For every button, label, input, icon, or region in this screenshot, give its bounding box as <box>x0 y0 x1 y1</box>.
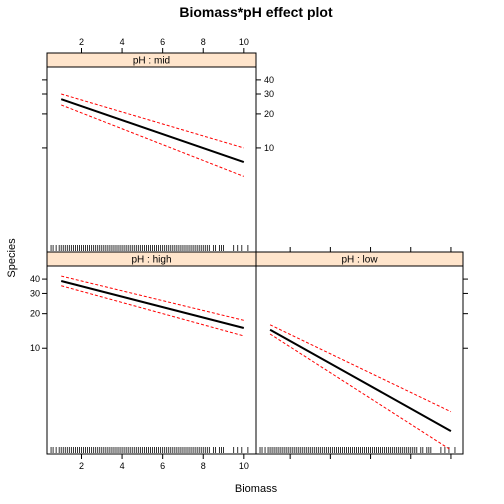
x-tick-label: 6 <box>160 37 165 47</box>
panel-frame <box>46 251 257 455</box>
y-tick-label: 10 <box>30 343 40 353</box>
upper-ci-line <box>61 275 244 321</box>
x-tick-label: 2 <box>79 37 84 47</box>
panel-frame <box>46 52 257 253</box>
right-y-axis-mid: 10 20 30 40 <box>256 75 274 153</box>
x-tick-label: 6 <box>160 461 165 471</box>
x-tick-label: 4 <box>120 461 125 471</box>
panel-2: pH : high <box>46 251 257 455</box>
left-y-axis-high: 10 20 30 40 <box>30 274 47 353</box>
y-tick-label: 30 <box>30 288 40 298</box>
rug <box>259 447 456 453</box>
strip <box>255 251 464 267</box>
x-tick-label: 10 <box>239 461 249 471</box>
x-tick-label: 8 <box>201 37 206 47</box>
rug <box>50 447 249 453</box>
x-tick-label: 10 <box>239 37 249 47</box>
x-tick-label: 2 <box>79 461 84 471</box>
x-tick-label: 8 <box>201 461 206 471</box>
lower-ci-line <box>269 333 452 451</box>
fit-line <box>269 328 452 432</box>
chart-title: Biomass*pH effect plot <box>179 4 333 20</box>
fit-line <box>60 280 245 329</box>
y-tick-label: 20 <box>30 309 40 319</box>
panel-1: pH : mid <box>46 52 257 253</box>
upper-ci-line <box>269 324 452 413</box>
y-tick-label: 30 <box>264 89 274 99</box>
strip-label: pH : mid <box>133 56 170 67</box>
panel-frame <box>255 251 464 455</box>
fit-line <box>60 98 245 163</box>
y-tick-label: 10 <box>264 143 274 153</box>
upper-ci-line <box>61 93 244 149</box>
right-y-axis-low <box>463 278 468 349</box>
rug <box>50 245 249 251</box>
strip-label: pH : low <box>341 255 378 266</box>
left-y-axis-mid <box>42 79 47 149</box>
panel-3: pH : low <box>255 251 464 455</box>
lower-ci-line <box>61 285 244 337</box>
y-tick-label: 40 <box>30 274 40 284</box>
x-axis-title: Biomass <box>235 483 278 495</box>
bottom-x-axis-low <box>289 454 452 459</box>
y-tick-label: 40 <box>264 75 274 85</box>
y-tick-label: 20 <box>264 109 274 119</box>
y-axis-title: Species <box>6 238 18 278</box>
top-x-axis-mid: 2 4 6 8 10 <box>79 37 249 53</box>
top-x-axis-low <box>289 247 452 252</box>
strip <box>46 52 257 68</box>
lower-ci-line <box>61 104 245 177</box>
x-tick-label: 4 <box>120 37 125 47</box>
bottom-x-axis-high: 2 4 6 8 10 <box>79 454 249 471</box>
strip-label: pH : high <box>131 255 171 266</box>
